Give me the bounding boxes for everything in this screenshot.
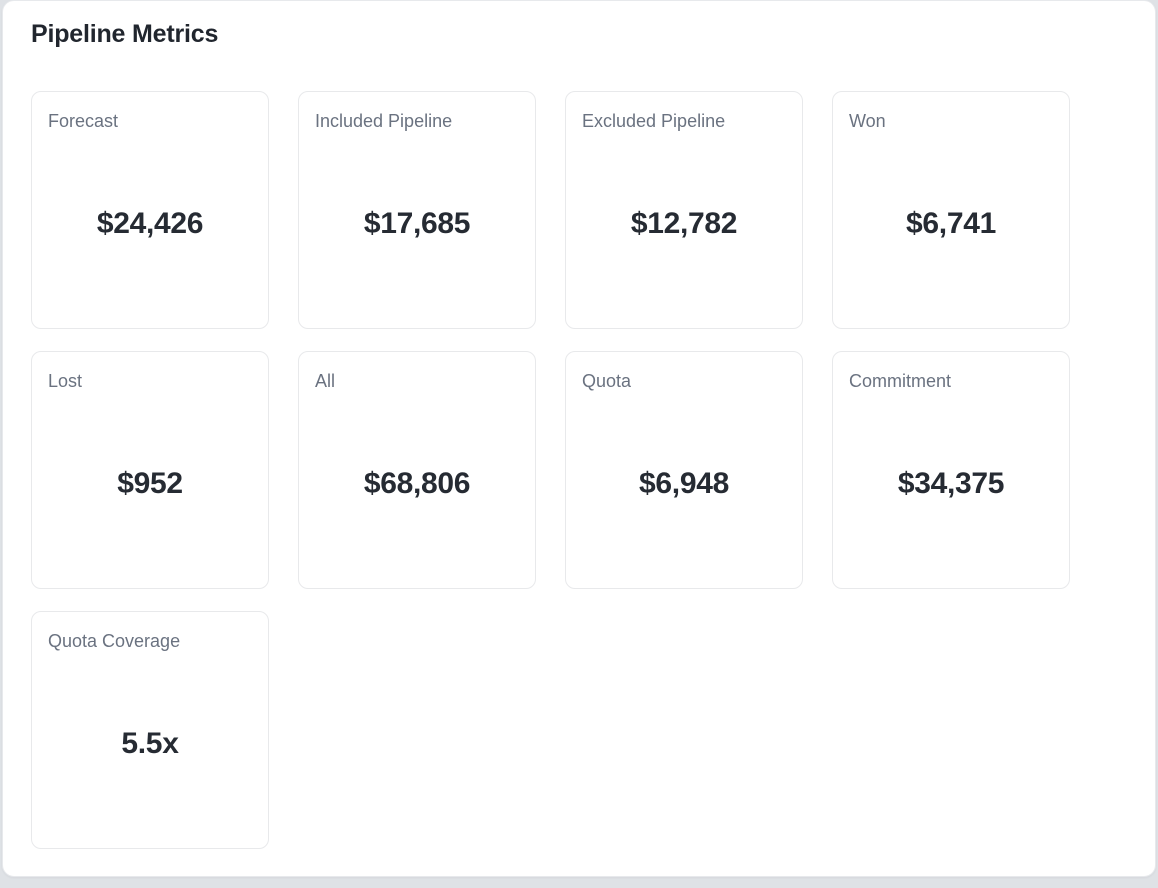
metric-card[interactable]: Commitment $34,375 [832,351,1070,589]
metric-card[interactable]: Won $6,741 [832,91,1070,329]
metric-value-wrap: 5.5x [48,655,252,832]
metric-card[interactable]: Forecast $24,426 [31,91,269,329]
metric-label: Lost [48,371,83,391]
metric-card[interactable]: Quota $6,948 [565,351,803,589]
metric-value: $34,375 [897,466,1005,500]
metric-card[interactable]: Quota Coverage 5.5x [31,611,269,849]
panel-title: Pipeline Metrics [31,20,219,48]
metric-label: Quota [582,371,632,391]
metric-value-wrap: $12,782 [582,135,786,312]
metric-label: Commitment [849,371,952,391]
metric-label: Included Pipeline [315,111,453,131]
metric-value-wrap: $24,426 [48,135,252,312]
metric-value-wrap: $6,741 [849,135,1053,312]
metric-label: Forecast [48,111,119,131]
metric-value-wrap: $68,806 [315,395,519,572]
metric-value-wrap: $952 [48,395,252,572]
metric-value: $68,806 [363,466,471,500]
metric-label: All [315,371,336,391]
metric-card[interactable]: Excluded Pipeline $12,782 [565,91,803,329]
metric-label: Excluded Pipeline [582,111,726,131]
metric-value-wrap: $34,375 [849,395,1053,572]
metric-value-wrap: $6,948 [582,395,786,572]
metric-value: 5.5x [121,726,179,760]
metric-card[interactable]: Lost $952 [31,351,269,589]
metric-label: Won [849,111,886,131]
metric-card[interactable]: Included Pipeline $17,685 [298,91,536,329]
metric-card[interactable]: All $68,806 [298,351,536,589]
metric-value: $24,426 [96,206,204,240]
metric-value: $6,741 [906,206,996,240]
metric-value: $17,685 [363,206,471,240]
metric-value: $6,948 [639,466,729,500]
metric-value-wrap: $17,685 [315,135,519,312]
metrics-grid: Forecast $24,426 Included Pipeline $17,6… [31,91,1127,849]
metric-label: Quota Coverage [48,631,181,651]
metric-value: $952 [117,466,183,500]
metric-value: $12,782 [630,206,738,240]
